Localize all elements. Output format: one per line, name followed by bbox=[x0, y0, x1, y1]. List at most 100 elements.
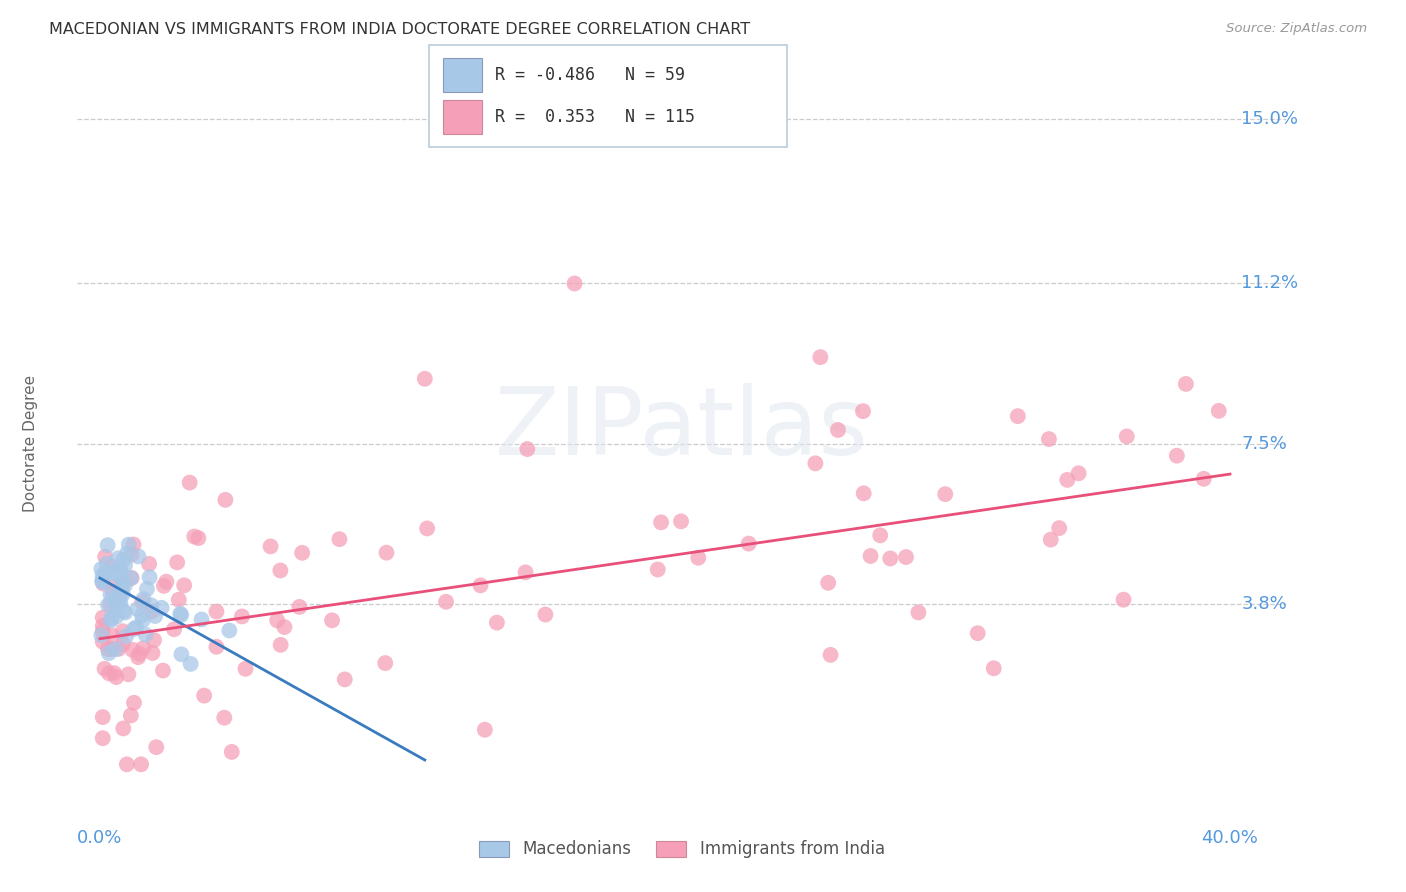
Point bbox=[107, 569, 129, 583]
Point bbox=[859, 549, 882, 563]
Point bbox=[1056, 473, 1078, 487]
Point bbox=[145, 740, 167, 755]
Point bbox=[111, 637, 134, 651]
Point bbox=[91, 574, 114, 588]
Point bbox=[120, 571, 142, 585]
Point bbox=[121, 643, 143, 657]
Point bbox=[1166, 449, 1188, 463]
Point bbox=[180, 657, 202, 671]
Point bbox=[93, 662, 115, 676]
Point bbox=[122, 696, 145, 710]
Point bbox=[328, 532, 350, 546]
Point bbox=[214, 492, 236, 507]
Point bbox=[143, 609, 166, 624]
Point bbox=[647, 562, 669, 576]
Point bbox=[118, 538, 141, 552]
Point bbox=[120, 708, 142, 723]
Point bbox=[1047, 521, 1070, 535]
Point bbox=[97, 646, 120, 660]
Point bbox=[122, 622, 145, 636]
Point bbox=[141, 604, 163, 618]
Point bbox=[100, 611, 122, 625]
Point bbox=[266, 613, 288, 627]
Point bbox=[374, 656, 396, 670]
Point bbox=[169, 607, 191, 621]
Point bbox=[1115, 429, 1137, 443]
Point bbox=[190, 612, 212, 626]
Point bbox=[104, 594, 127, 608]
Point bbox=[515, 566, 537, 580]
Point bbox=[485, 615, 508, 630]
Point bbox=[94, 567, 117, 582]
Point bbox=[152, 664, 174, 678]
Point bbox=[273, 620, 295, 634]
Point bbox=[90, 562, 112, 576]
Point bbox=[516, 442, 538, 456]
Text: 11.2%: 11.2% bbox=[1241, 275, 1298, 293]
Point bbox=[104, 565, 127, 579]
Point bbox=[108, 591, 131, 606]
Point bbox=[101, 629, 124, 643]
Text: ZIPatlas: ZIPatlas bbox=[495, 383, 869, 475]
Point bbox=[114, 558, 136, 573]
Point bbox=[141, 599, 163, 613]
Point bbox=[474, 723, 496, 737]
Point bbox=[141, 646, 163, 660]
Point bbox=[121, 571, 143, 585]
Point bbox=[91, 576, 114, 591]
Point bbox=[166, 555, 188, 569]
Text: 7.5%: 7.5% bbox=[1241, 434, 1286, 453]
Point bbox=[91, 619, 114, 633]
Point bbox=[138, 570, 160, 584]
Point bbox=[259, 540, 281, 554]
Text: 15.0%: 15.0% bbox=[1241, 110, 1298, 128]
Point bbox=[173, 578, 195, 592]
Point bbox=[100, 587, 122, 601]
Text: R = -0.486   N = 59: R = -0.486 N = 59 bbox=[495, 66, 685, 84]
Text: Doctorate Degree: Doctorate Degree bbox=[22, 376, 38, 512]
Text: Source: ZipAtlas.com: Source: ZipAtlas.com bbox=[1226, 22, 1367, 36]
Point bbox=[104, 642, 127, 657]
Point bbox=[269, 564, 291, 578]
Point bbox=[170, 648, 193, 662]
Point bbox=[333, 673, 356, 687]
Point bbox=[98, 597, 121, 611]
Point bbox=[115, 547, 138, 561]
Point bbox=[121, 548, 143, 562]
Point bbox=[91, 731, 114, 746]
Point bbox=[179, 475, 201, 490]
Point bbox=[737, 536, 759, 550]
Point bbox=[688, 550, 710, 565]
Point bbox=[112, 722, 135, 736]
Point bbox=[91, 572, 114, 586]
Point bbox=[221, 745, 243, 759]
Point bbox=[112, 552, 135, 566]
Point bbox=[90, 628, 112, 642]
Point bbox=[1039, 533, 1062, 547]
Point bbox=[170, 607, 193, 622]
Point bbox=[110, 566, 132, 581]
Point bbox=[101, 559, 124, 574]
Point bbox=[107, 551, 129, 566]
Point bbox=[131, 595, 153, 609]
Point bbox=[1038, 432, 1060, 446]
Point bbox=[983, 661, 1005, 675]
Point bbox=[91, 610, 114, 624]
Point bbox=[375, 546, 398, 560]
Text: 3.8%: 3.8% bbox=[1241, 595, 1286, 613]
Point bbox=[97, 598, 120, 612]
Point bbox=[108, 588, 131, 602]
Text: 0.0%: 0.0% bbox=[77, 830, 122, 847]
Point bbox=[214, 711, 236, 725]
Point bbox=[110, 581, 132, 595]
Point bbox=[205, 605, 228, 619]
Point bbox=[125, 620, 148, 634]
Point bbox=[1208, 404, 1230, 418]
Point bbox=[107, 594, 129, 608]
Point bbox=[852, 486, 875, 500]
Point bbox=[894, 549, 917, 564]
Point bbox=[416, 521, 439, 535]
Point bbox=[91, 624, 114, 639]
Point bbox=[1112, 592, 1135, 607]
Point bbox=[111, 587, 134, 601]
